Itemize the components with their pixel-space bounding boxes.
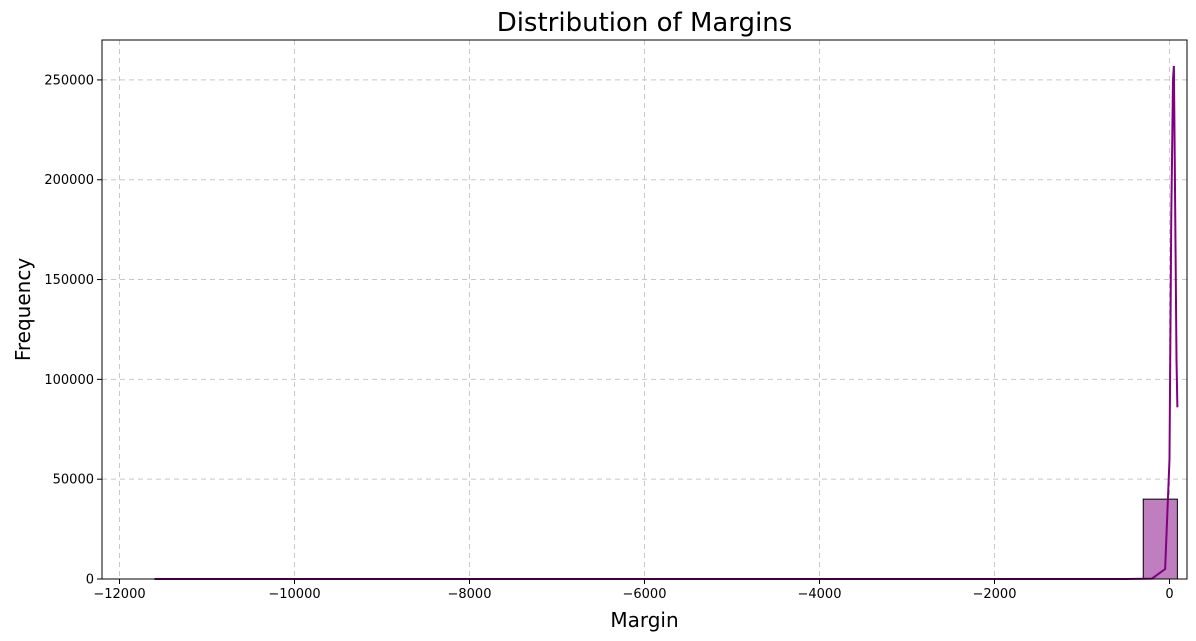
y-tick-label: 200000 <box>44 173 94 188</box>
x-tick-label: −10000 <box>268 587 320 602</box>
x-axis-label: Margin <box>610 608 678 632</box>
x-tick-label: −8000 <box>448 587 492 602</box>
x-tick-label: 0 <box>1165 587 1173 602</box>
x-tick-label: −6000 <box>623 587 667 602</box>
y-tick-label: 150000 <box>44 273 94 288</box>
y-tick-label: 0 <box>86 573 94 588</box>
x-axis-ticks: −12000 −10000 −8000 −6000 −4000 −2000 0 <box>93 579 1174 602</box>
y-axis-ticks: 0 50000 100000 150000 200000 250000 <box>44 73 102 588</box>
x-tick-label: −4000 <box>798 587 842 602</box>
histogram-bar <box>1142 498 1178 580</box>
plot-frame <box>101 39 1188 580</box>
histogram-bars <box>154 498 1178 580</box>
y-tick-label: 100000 <box>44 373 94 388</box>
kde-layer <box>154 65 1179 580</box>
kde-line <box>154 65 1179 580</box>
y-tick-label: 250000 <box>44 73 94 88</box>
x-tick-label: −2000 <box>973 587 1017 602</box>
y-tick-label: 50000 <box>53 473 94 488</box>
x-tick-label: −12000 <box>93 587 145 602</box>
chart-title: Distribution of Margins <box>497 8 793 38</box>
y-axis-label: Frequency <box>11 258 35 361</box>
grid-layer <box>102 40 1187 580</box>
